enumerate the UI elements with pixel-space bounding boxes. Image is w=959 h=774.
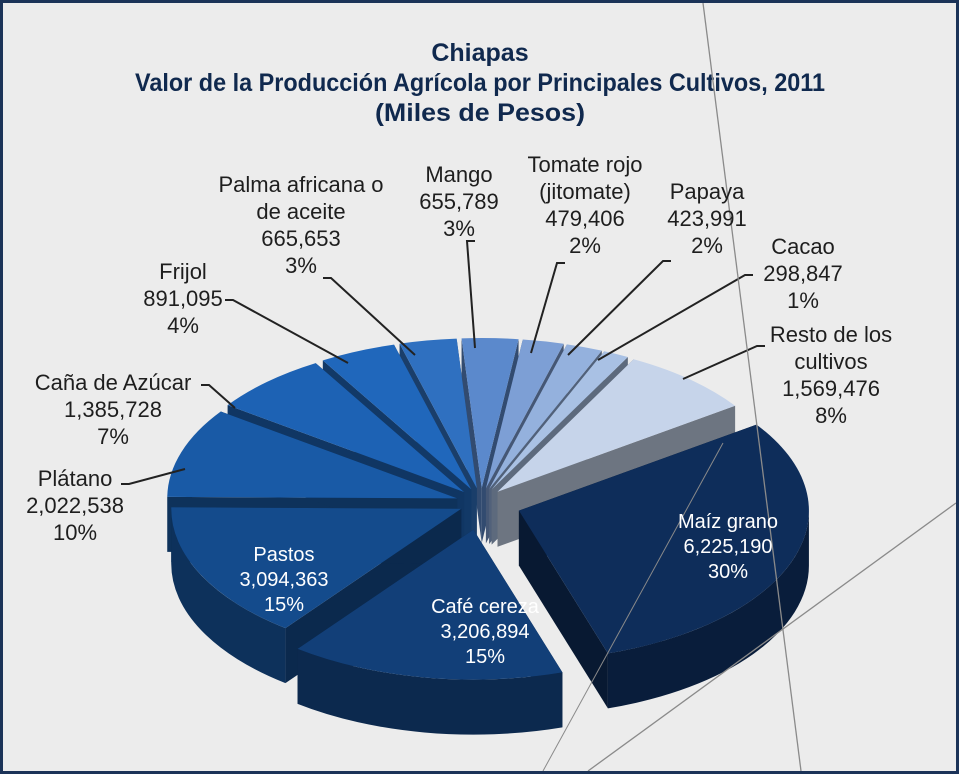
- slice-name: Frijol: [159, 259, 207, 284]
- slice: [489, 344, 602, 489]
- slice-label: Papaya 423,991 2%: [667, 178, 747, 259]
- slice-label: Frijol 891,095 4%: [143, 258, 223, 339]
- slice-label: Maíz grano 6,225,190 30%: [678, 510, 778, 585]
- slice-value: 298,847: [763, 261, 843, 286]
- slice-label: Plátano 2,022,538 10%: [26, 465, 124, 546]
- slice-value: 3,094,363: [239, 569, 329, 591]
- slice-value: 6,225,190: [683, 536, 773, 558]
- leader-line: [201, 384, 236, 409]
- slice-value: 479,406: [545, 206, 625, 231]
- slice-name: Cacao: [771, 234, 835, 259]
- slice: [227, 363, 465, 492]
- slice-name: Palma africana o de aceite: [218, 172, 384, 224]
- slice-label: Caña de Azúcar 1,385,728 7%: [35, 369, 192, 450]
- slice-label: Resto de los cultivos 1,569,476 8%: [756, 321, 906, 429]
- slice-label: Palma africana o de aceite 665,653 3%: [211, 171, 391, 279]
- slice: [297, 529, 563, 680]
- slice-percent: 2%: [569, 233, 601, 258]
- slice-name: Tomate rojo (jitomate): [527, 152, 643, 204]
- slice-name: Mango: [425, 162, 493, 187]
- slice-label: Mango 655,789 3%: [419, 161, 499, 242]
- slice-value: 2,022,538: [26, 493, 124, 518]
- slice-label: Cacao 298,847 1%: [763, 233, 843, 314]
- slice-name: Plátano: [37, 466, 113, 491]
- slice-group: [171, 507, 462, 684]
- leader-line: [567, 260, 671, 356]
- slice-name: Resto de los cultivos: [769, 322, 893, 374]
- chart-subtitle: Valor de la Producción Agrícola por Prin…: [135, 69, 825, 97]
- slice-name: Maíz grano: [677, 511, 779, 533]
- slice-side: [171, 508, 286, 684]
- slice-name: Caña de Azúcar: [34, 370, 192, 395]
- slice-name: Pastos: [253, 544, 315, 566]
- slice-value: 1,569,476: [782, 376, 880, 401]
- slice-percent: 1%: [787, 288, 819, 313]
- slice-name: Café cereza: [431, 596, 539, 618]
- slice-percent: 8%: [815, 403, 847, 428]
- slice-percent: 7%: [97, 424, 129, 449]
- slice-value: 1,385,728: [64, 397, 162, 422]
- slice-value: 665,653: [261, 226, 341, 251]
- slice-label: Pastos 3,094,363 15%: [240, 543, 329, 618]
- slice: [171, 507, 462, 629]
- leader-line: [597, 274, 753, 361]
- slice: [461, 338, 519, 489]
- slice-percent: 3%: [443, 216, 475, 241]
- leader-line: [530, 262, 565, 354]
- leader-line: [323, 277, 416, 356]
- slice-label: Café cereza 3,206,894 15%: [431, 595, 539, 670]
- slice-percent: 15%: [464, 646, 506, 668]
- slice: [322, 344, 472, 490]
- slice: [167, 411, 458, 499]
- slice: [491, 351, 628, 490]
- slice-percent: 4%: [167, 313, 199, 338]
- slice-percent: 2%: [691, 233, 723, 258]
- slice-percent: 15%: [263, 594, 305, 616]
- slice: [485, 339, 564, 489]
- slice-value: 655,789: [419, 189, 499, 214]
- slice-value: 423,991: [667, 206, 747, 231]
- slice-name: Papaya: [669, 179, 745, 204]
- leader-line: [682, 345, 765, 380]
- chart-note: (Miles de Pesos): [375, 99, 585, 127]
- slice-side: [297, 648, 563, 735]
- slice-value: 891,095: [143, 286, 223, 311]
- slice-percent: 30%: [707, 561, 749, 583]
- leader-line: [225, 299, 349, 364]
- slice-value: 3,206,894: [440, 621, 530, 643]
- chart-title: Chiapas: [431, 39, 528, 67]
- leader-line: [121, 468, 186, 485]
- slice-group: [297, 529, 563, 735]
- leader-line: [465, 240, 476, 349]
- slice-percent: 3%: [285, 253, 317, 278]
- slice-label: Tomate rojo (jitomate) 479,406 2%: [505, 151, 665, 259]
- slice-percent: 10%: [52, 520, 98, 545]
- slice: [399, 338, 477, 489]
